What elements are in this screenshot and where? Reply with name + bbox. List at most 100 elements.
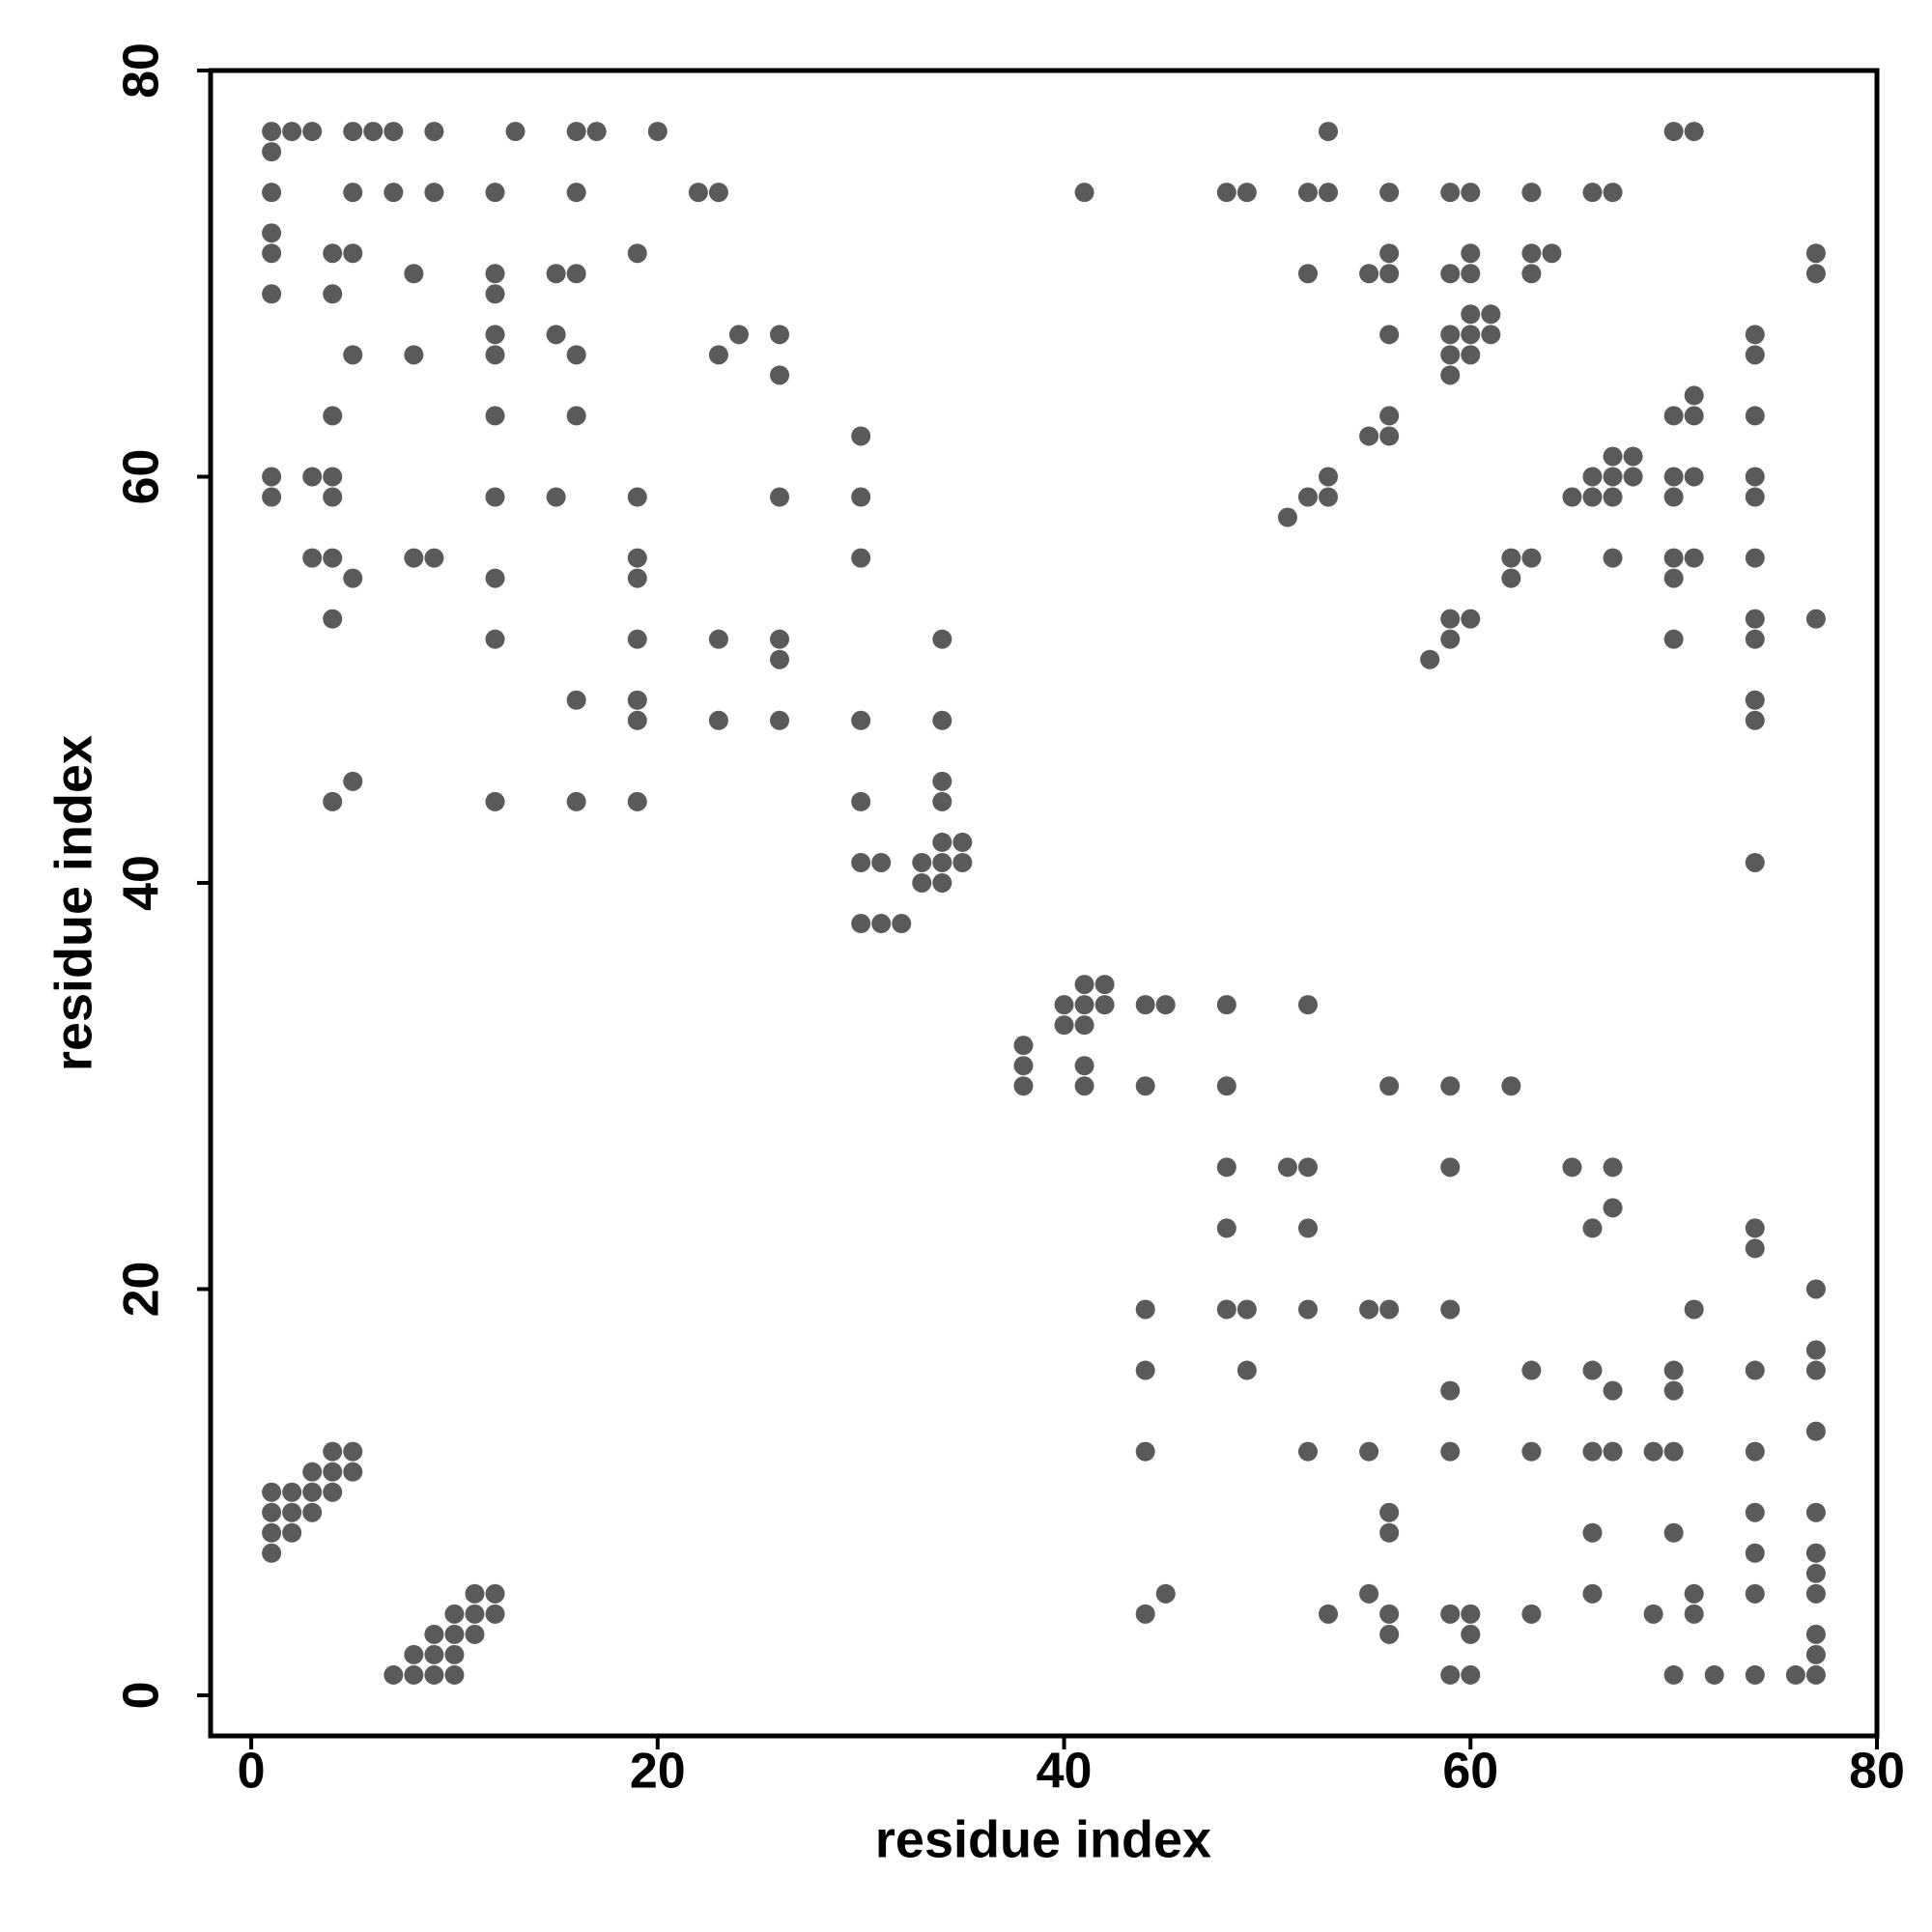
x-tick-label: 40 (1037, 1744, 1093, 1800)
point (1461, 325, 1481, 345)
point (1623, 446, 1643, 467)
point (1319, 487, 1339, 507)
point (404, 345, 424, 365)
point (1319, 183, 1339, 203)
plot-frame (208, 68, 1880, 1739)
point (1562, 1157, 1582, 1178)
point (770, 649, 790, 669)
point (1461, 183, 1481, 203)
point (728, 325, 749, 345)
point (302, 1462, 323, 1482)
point (627, 629, 647, 649)
point (505, 122, 526, 142)
point (1297, 264, 1318, 284)
point (1745, 1502, 1765, 1522)
point (1216, 995, 1236, 1015)
point (1379, 1624, 1400, 1644)
point (1745, 690, 1765, 710)
point (485, 183, 505, 203)
point (1582, 1360, 1603, 1380)
point (1054, 1015, 1074, 1036)
point (1461, 609, 1481, 629)
point (323, 243, 343, 264)
point (1461, 1664, 1481, 1685)
point (1684, 406, 1704, 426)
point (1013, 1036, 1034, 1056)
point (1135, 995, 1155, 1015)
point (1745, 1543, 1765, 1563)
point (1236, 1360, 1257, 1380)
point (1521, 243, 1542, 264)
point (1704, 1664, 1724, 1685)
point (1236, 1299, 1257, 1320)
point (1277, 507, 1297, 527)
point (1440, 264, 1461, 284)
point (1440, 1664, 1461, 1685)
point (282, 1482, 302, 1502)
point (851, 426, 871, 446)
point (1277, 1157, 1297, 1178)
point (1074, 1076, 1094, 1096)
point (932, 710, 952, 730)
point (1663, 568, 1684, 588)
point (1216, 1076, 1236, 1096)
point (1603, 1441, 1623, 1462)
point (1054, 995, 1074, 1015)
point (485, 791, 505, 811)
point (546, 325, 566, 345)
point (1684, 122, 1704, 142)
point (1521, 1604, 1542, 1624)
point (1359, 264, 1379, 284)
x-tick-label: 20 (630, 1744, 686, 1800)
point (1440, 1604, 1461, 1624)
point (1745, 325, 1765, 345)
point (1805, 1360, 1826, 1380)
point (262, 284, 282, 304)
point (444, 1604, 465, 1624)
point (851, 914, 871, 934)
point (384, 1664, 404, 1685)
point (485, 629, 505, 649)
y-tick-label: 80 (114, 43, 170, 99)
point (262, 223, 282, 243)
point (323, 467, 343, 487)
point (1481, 325, 1501, 345)
point (1297, 1157, 1318, 1178)
point (1805, 1543, 1826, 1563)
point (1297, 1299, 1318, 1320)
point (262, 1522, 282, 1543)
point (1501, 548, 1521, 568)
point (485, 568, 505, 588)
point (871, 852, 892, 872)
point (343, 243, 363, 264)
point (1297, 1218, 1318, 1238)
point (1785, 1664, 1805, 1685)
point (1359, 426, 1379, 446)
point (1461, 345, 1481, 365)
point (1663, 406, 1684, 426)
point (1745, 1238, 1765, 1259)
point (424, 548, 444, 568)
point (1603, 1157, 1623, 1178)
point (384, 122, 404, 142)
point (262, 1543, 282, 1563)
point (1582, 1583, 1603, 1604)
point (1074, 1015, 1094, 1036)
point (1745, 548, 1765, 568)
point (1521, 183, 1542, 203)
point (912, 852, 932, 872)
point (1805, 609, 1826, 629)
point (1542, 243, 1562, 264)
point (1603, 467, 1623, 487)
point (1074, 1056, 1094, 1076)
point (1379, 325, 1400, 345)
point (1501, 1076, 1521, 1096)
point (1663, 629, 1684, 649)
point (465, 1624, 485, 1644)
point (1216, 1218, 1236, 1238)
point (323, 406, 343, 426)
point (932, 771, 952, 791)
point (404, 1644, 424, 1664)
point (1745, 710, 1765, 730)
